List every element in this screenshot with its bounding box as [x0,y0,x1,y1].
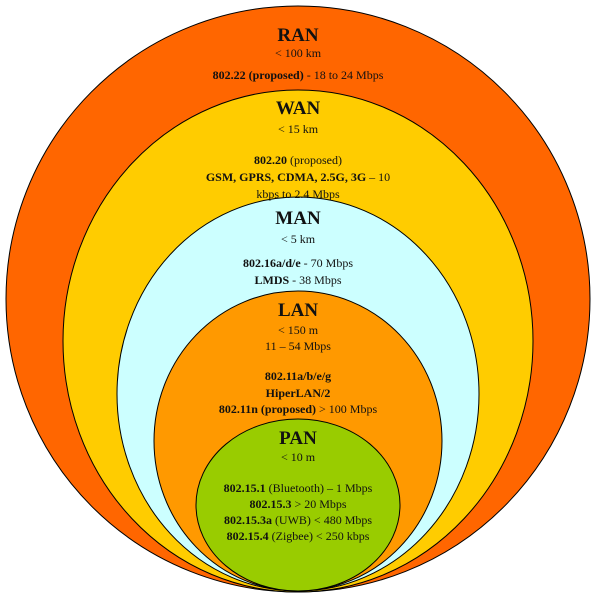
wan-standard-name: 802.20 [254,153,287,167]
ran-title: RAN [277,25,319,46]
pan-range: < 10 m [280,450,316,464]
lan-range: < 150 m [277,323,319,337]
pan-802153-name: 802.15.3 [249,497,292,511]
man-lmds-name: LMDS [254,273,290,287]
ran-range: < 100 km [274,46,322,60]
pan-line-4: 802.15.4 (Zigbee) < 250 kbps [0,529,596,544]
wan-title: WAN [275,98,321,119]
pan-uwb-name: 802.15.3a [223,513,272,527]
pan-title: PAN [279,428,317,449]
man-range: < 5 km [280,232,316,246]
pan-802153-rate: > 20 Mbps [291,497,347,511]
lan-title: LAN [277,300,319,321]
lan-line-2: HiperLAN/2 [265,386,331,400]
wan-line-3: kbps to 2.4 Mbps [256,187,340,201]
wan-rate-start: – 10 [366,170,391,184]
wan-range: < 15 km [277,122,319,136]
lan-speed: 11 – 54 Mbps [265,339,331,353]
pan-line-1: 802.15.1 (Bluetooth) – 1 Mbps [0,481,596,496]
pan-line-2: 802.15.3 > 20 Mbps [0,497,596,512]
wan-line-2: GSM, GPRS, CDMA, 2.5G, 3G – 10 [0,170,596,185]
pan-bluetooth-rate: (Bluetooth) – 1 Mbps [265,481,373,495]
ran-standard-rate: - 18 to 24 Mbps [303,68,384,82]
man-title: MAN [275,208,321,229]
lan-line-1: 802.11a/b/e/g [264,369,332,383]
lan-line-3: 802.11n (proposed) > 100 Mbps [0,402,596,417]
pan-line-3: 802.15.3a (UWB) < 480 Mbps [0,513,596,528]
man-standard-name: 802.16a/d/e [242,256,301,270]
lan-80211n-name: 802.11n (proposed) [218,402,317,416]
pan-bluetooth-name: 802.15.1 [223,481,266,495]
lan-80211n-rate: > 100 Mbps [316,402,378,416]
man-line-2: LMDS - 38 Mbps [0,273,596,288]
pan-zigbee-rate: (Zigbee) < 250 kbps [268,529,370,543]
man-lmds-rate: - 38 Mbps [289,273,342,287]
ran-standard-name: 802.22 (proposed) [212,68,304,82]
man-standard-rate: - 70 Mbps [300,256,353,270]
man-line-1: 802.16a/d/e - 70 Mbps [0,256,596,271]
wan-technologies: GSM, GPRS, CDMA, 2.5G, 3G [205,170,367,184]
wan-standard-note: (proposed) [287,153,342,167]
ran-standard: 802.22 (proposed) - 18 to 24 Mbps [0,68,596,83]
pan-uwb-rate: (UWB) < 480 Mbps [271,513,373,527]
pan-zigbee-name: 802.15.4 [226,529,269,543]
wan-line-1: 802.20 (proposed) [0,153,596,168]
pan-circle [195,418,401,592]
